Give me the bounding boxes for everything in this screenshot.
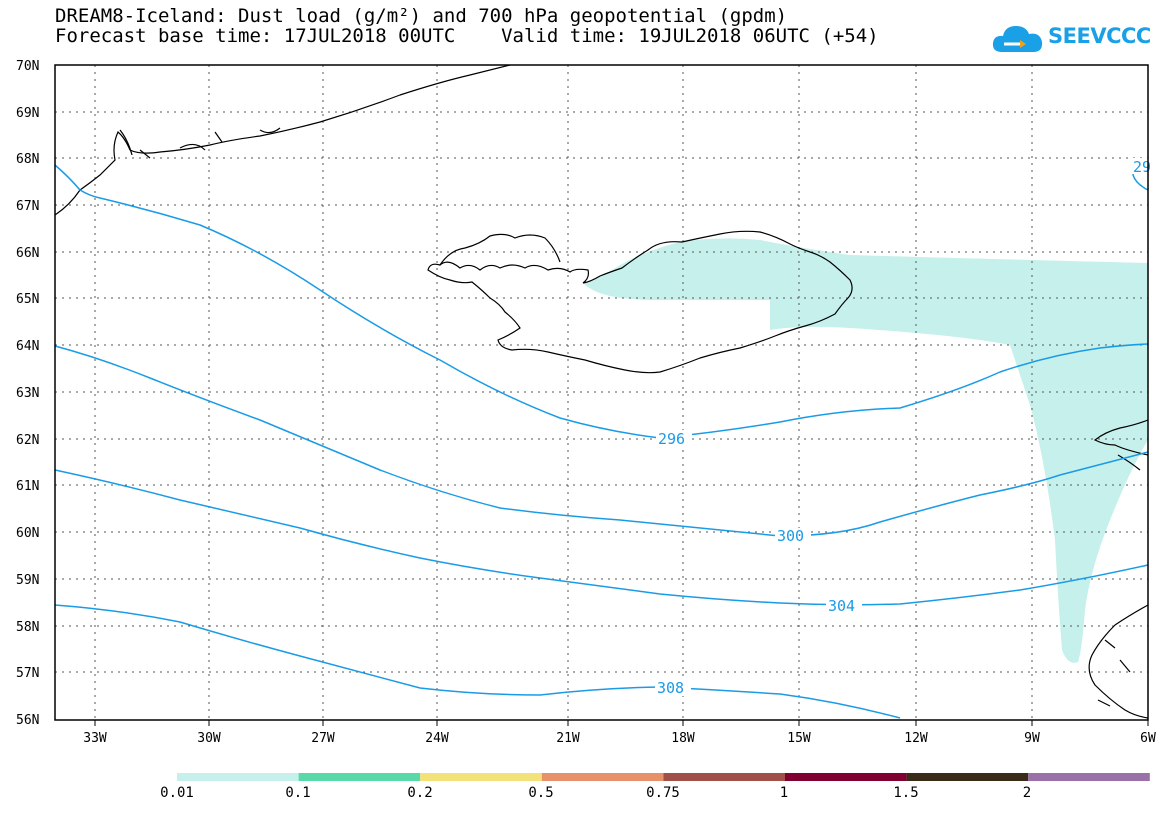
contour-296-west bbox=[54, 345, 1149, 537]
contour-label-292: 29 bbox=[1133, 158, 1151, 176]
grid bbox=[55, 65, 1148, 720]
map-title: DREAM8-Iceland: Dust load (g/m²) and 700… bbox=[55, 5, 788, 27]
dust-gap bbox=[660, 300, 770, 332]
lat-label: 63N bbox=[16, 386, 39, 401]
lon-label: 33W bbox=[83, 731, 107, 746]
colorbar-swatch bbox=[1028, 773, 1150, 781]
colorbar-swatch bbox=[663, 773, 785, 781]
colorbar bbox=[177, 773, 1150, 781]
contour-296 bbox=[54, 164, 1149, 439]
contour-308 bbox=[54, 604, 901, 719]
lon-label: 6W bbox=[1140, 731, 1156, 746]
lon-label: 27W bbox=[311, 731, 335, 746]
greenland-coast bbox=[54, 64, 511, 216]
contour-label-296: 296 bbox=[658, 430, 685, 448]
cloud-icon bbox=[992, 26, 1043, 52]
lat-label: 62N bbox=[16, 433, 39, 448]
iceland-westfjords bbox=[439, 233, 561, 266]
lon-label: 21W bbox=[556, 731, 580, 746]
lat-label: 56N bbox=[16, 713, 39, 728]
lat-label: 64N bbox=[16, 339, 39, 354]
colorbar-swatch bbox=[785, 773, 907, 781]
lat-label: 58N bbox=[16, 620, 39, 635]
dust-load-area bbox=[583, 238, 1148, 663]
lon-label: 30W bbox=[197, 731, 221, 746]
colorbar-swatch bbox=[420, 773, 542, 781]
contour-label-300: 300 bbox=[777, 527, 804, 545]
lat-label: 61N bbox=[16, 479, 39, 494]
colorbar-label: 1 bbox=[779, 785, 789, 801]
lat-label: 66N bbox=[16, 246, 39, 261]
longitude-labels: 33W 30W 27W 24W 21W 18W 15W 12W 9W 6W bbox=[83, 731, 1156, 746]
colorbar-label: 1.5 bbox=[893, 785, 919, 801]
latitude-labels: 70N 69N 68N 67N 66N 65N 64N 63N 62N 61N … bbox=[16, 59, 39, 728]
iceland-coast bbox=[427, 230, 853, 374]
geopotential-contours bbox=[54, 159, 1149, 719]
colorbar-label: 0.01 bbox=[160, 785, 194, 801]
lat-label: 67N bbox=[16, 199, 39, 214]
ticks bbox=[94, 720, 1149, 726]
greenland-fjords bbox=[119, 127, 281, 159]
lat-label: 68N bbox=[16, 152, 39, 167]
logo-text: SEEVCCC bbox=[1048, 24, 1151, 48]
lon-label: 12W bbox=[904, 731, 928, 746]
colorbar-swatch bbox=[541, 773, 664, 781]
lat-label: 65N bbox=[16, 292, 39, 307]
seevccc-logo: SEEVCCC bbox=[990, 18, 1151, 58]
lat-label: 69N bbox=[16, 106, 39, 121]
lat-label: 60N bbox=[16, 526, 39, 541]
map-frame bbox=[54, 64, 1149, 721]
lat-label: 59N bbox=[16, 573, 39, 588]
colorbar-label: 0.5 bbox=[528, 785, 554, 801]
norway-coast bbox=[1088, 419, 1149, 719]
colorbar-label: 0.2 bbox=[407, 785, 433, 801]
lon-label: 9W bbox=[1024, 731, 1040, 746]
colorbar-label: 2 bbox=[1022, 785, 1032, 801]
contour-label-308: 308 bbox=[657, 679, 684, 697]
norway-islands bbox=[1097, 454, 1141, 707]
colorbar-swatch bbox=[906, 773, 1029, 781]
contour-304-a bbox=[54, 469, 1149, 606]
colorbar-label: 0.75 bbox=[646, 785, 680, 801]
coastlines bbox=[54, 64, 1149, 719]
map-subtitle: Forecast base time: 17JUL2018 00UTC Vali… bbox=[55, 25, 879, 47]
contour-label-304: 304 bbox=[828, 597, 855, 615]
colorbar-swatch bbox=[177, 773, 299, 781]
lon-label: 18W bbox=[671, 731, 695, 746]
lon-label: 24W bbox=[425, 731, 449, 746]
lon-label: 15W bbox=[787, 731, 811, 746]
lat-label: 70N bbox=[16, 59, 39, 74]
lat-label: 57N bbox=[16, 666, 39, 681]
colorbar-label: 0.1 bbox=[285, 785, 311, 801]
colorbar-swatch bbox=[298, 773, 421, 781]
